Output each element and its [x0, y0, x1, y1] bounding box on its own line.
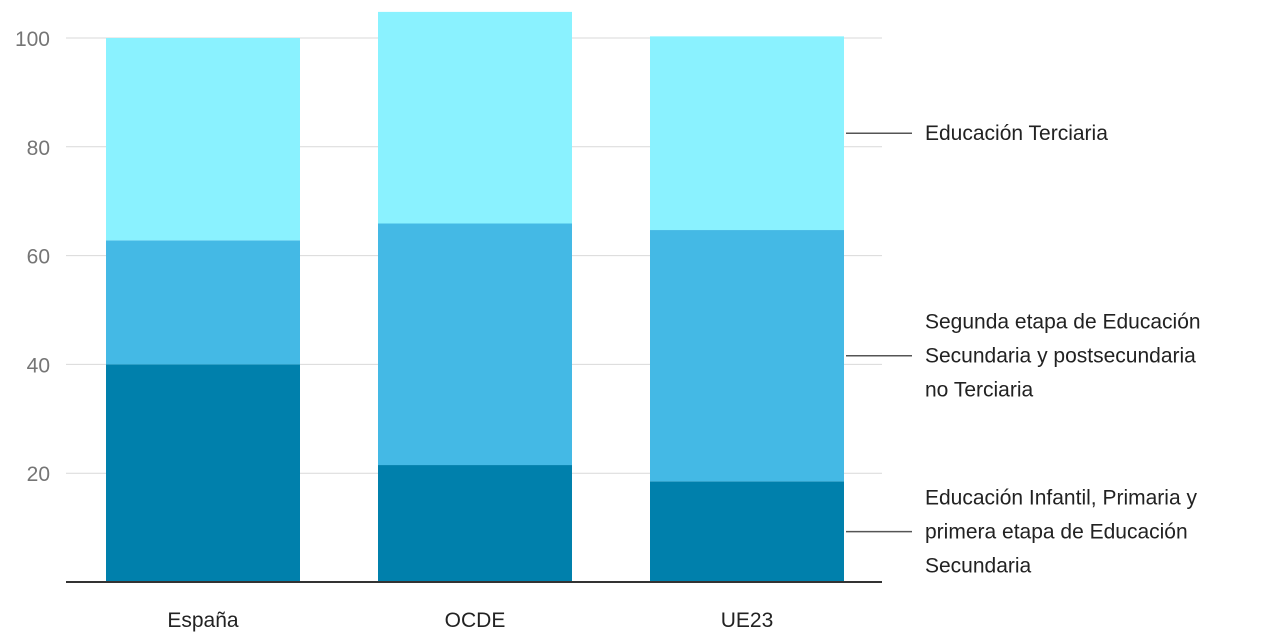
- y-tick-label: 20: [27, 463, 50, 486]
- x-category-label: UE23: [721, 609, 774, 632]
- legend-label: Educación Infantil, Primaria y: [925, 487, 1197, 510]
- bar-segment: [378, 465, 572, 582]
- legend-label: no Terciaria: [925, 379, 1033, 402]
- y-tick-label: 40: [27, 354, 50, 377]
- legend-label: Secundaria: [925, 555, 1032, 578]
- x-axis-labels: España OCDE UE23: [167, 609, 773, 632]
- bar-segment: [106, 364, 300, 582]
- bar-segment: [650, 481, 844, 582]
- y-tick-label: 80: [27, 137, 50, 160]
- legend-label: Secundaria y postsecundaria: [925, 345, 1196, 368]
- legend-label: primera etapa de Educación: [925, 521, 1188, 544]
- bars: [106, 11, 844, 582]
- bar-segment: [378, 223, 572, 466]
- y-tick-label: 100: [15, 28, 50, 51]
- x-category-label: OCDE: [445, 609, 506, 632]
- legend-label: Educación Terciaria: [925, 122, 1108, 145]
- y-axis-ticks: 20 40 60 80 100: [15, 28, 50, 486]
- series-labels: Educación Infantil, Primaria y primera et…: [846, 122, 1201, 578]
- bar-segment: [650, 36, 844, 231]
- x-category-label: España: [167, 609, 239, 632]
- bar-segment: [650, 230, 844, 482]
- bar-segment: [106, 38, 300, 241]
- bar-segment: [378, 11, 572, 224]
- y-tick-label: 60: [27, 246, 50, 269]
- legend-label: Segunda etapa de Educación: [925, 311, 1201, 334]
- bar-segment: [106, 240, 300, 365]
